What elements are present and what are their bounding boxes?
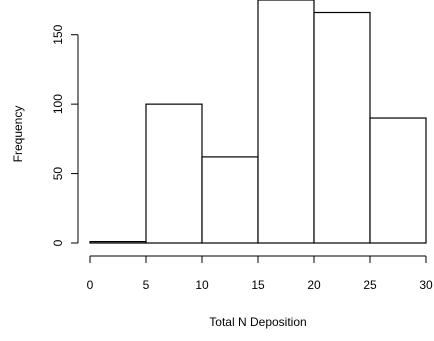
histogram-bar-20-25 [313,11,371,244]
histogram-bar-5-10 [145,103,203,244]
x-tick-label-10: 10 [195,278,209,292]
x-tick-label-5: 5 [143,278,150,292]
y-tick-label-100: 100 [51,94,65,114]
x-tick-label-0: 0 [87,278,94,292]
x-axis-label: Total N Deposition [209,315,306,329]
histogram-bar-15-20 [257,0,315,244]
histogram-bar-25-30 [369,117,427,244]
y-tick-label-0: 0 [51,239,65,246]
y-axis: 0 50 100 150 [51,24,79,246]
bars-layer [89,0,427,244]
histogram-bar-0-5 [89,241,147,244]
y-axis-label: Frequency [11,106,25,163]
x-tick-label-15: 15 [251,278,265,292]
y-tick-label-150: 150 [51,24,65,44]
x-tick-label-20: 20 [307,278,321,292]
x-tick-label-25: 25 [363,278,377,292]
x-axis: 0 5 10 15 20 25 30 [87,255,433,292]
y-tick-label-50: 50 [51,167,65,181]
x-tick-label-30: 30 [419,278,433,292]
histogram-bar-10-15 [201,156,259,244]
